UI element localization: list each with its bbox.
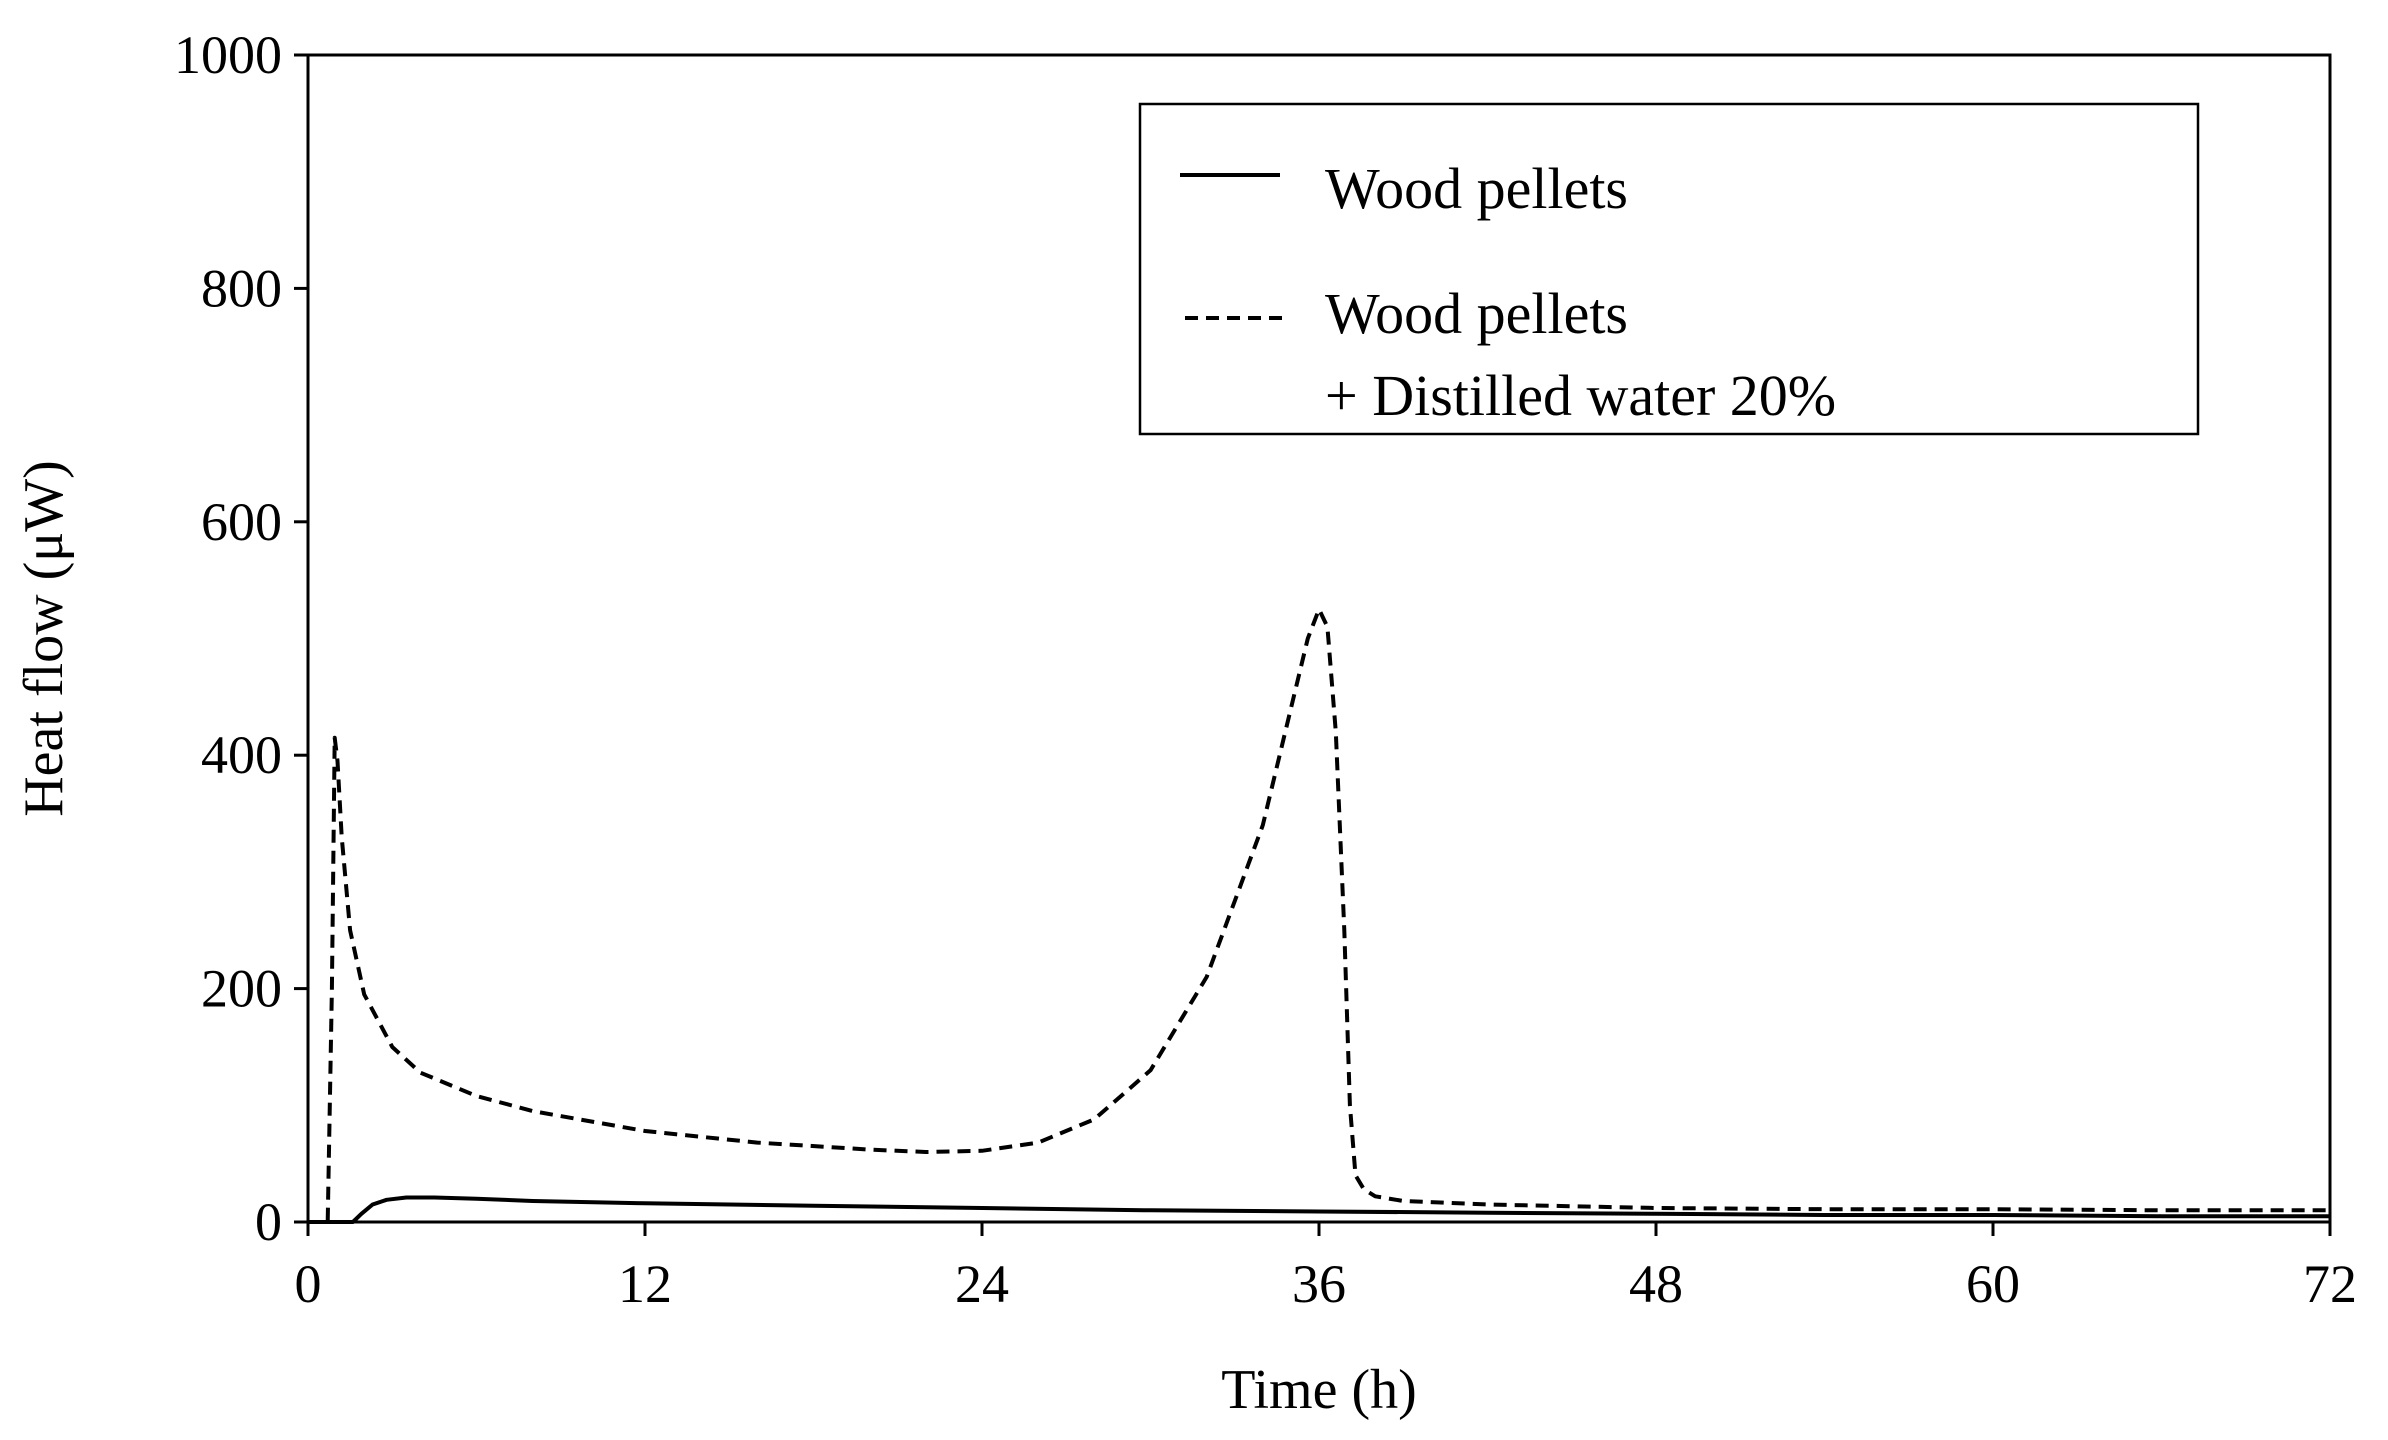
x-tick-label: 48 <box>1629 1254 1683 1314</box>
x-tick-label: 12 <box>618 1254 672 1314</box>
x-axis-title: Time (h) <box>1221 1359 1417 1421</box>
tick-labels: 0 12 24 36 48 60 72 0 200 400 600 800 1000 <box>174 25 2357 1314</box>
y-tick-label: 400 <box>201 725 282 785</box>
axis-ticks <box>294 53 2332 1236</box>
x-tick-label: 36 <box>1292 1254 1346 1314</box>
x-tick-label: 0 <box>295 1254 322 1314</box>
legend-label-line: Wood pellets <box>1325 281 1628 346</box>
y-tick-label: 0 <box>255 1192 282 1252</box>
legend: Wood pellets Wood pellets + Distilled wat… <box>1138 102 2200 436</box>
series-line-wood-pellets-water <box>308 607 2330 1224</box>
series-line-wood-pellets <box>308 1195 2330 1224</box>
plot-frame <box>306 53 2332 1224</box>
y-tick-label: 800 <box>201 258 282 318</box>
series-lines <box>308 607 2330 1224</box>
x-tick-label: 24 <box>955 1254 1009 1314</box>
x-tick-label: 60 <box>1966 1254 2020 1314</box>
y-tick-label: 600 <box>201 492 282 552</box>
legend-box <box>1138 102 2200 436</box>
y-axis-title: Heat flow (μW) <box>13 460 75 817</box>
legend-label-wood-pellets: Wood pellets <box>1325 156 1628 221</box>
y-tick-label: 200 <box>201 959 282 1019</box>
y-tick-label: 1000 <box>174 25 282 85</box>
legend-label-wood-pellets-water: Wood pellets + Distilled water 20% <box>1325 281 1836 428</box>
x-tick-label: 72 <box>2303 1254 2357 1314</box>
legend-label-line: + Distilled water 20% <box>1325 363 1836 428</box>
